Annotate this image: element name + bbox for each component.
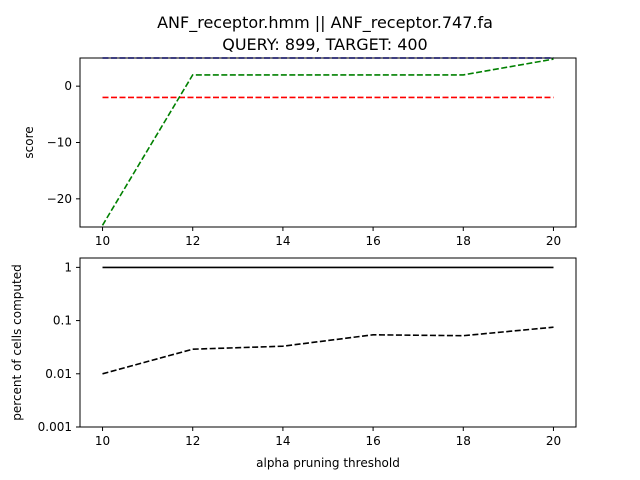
y-axis-label: percent of cells computed: [10, 264, 24, 420]
chart-title-line1: ANF_receptor.hmm || ANF_receptor.747.fa: [157, 13, 493, 33]
x-tick-label: 16: [365, 434, 380, 448]
series-line-2: [102, 326, 554, 375]
y-tick-label: 0.001: [38, 420, 72, 434]
cells-computed-panel: 10 12 14 16 18 20 1 0.1 0.01 0.001 percent of cell…: [10, 257, 577, 470]
plot-frame: [79, 57, 577, 228]
chart-title-line2: QUERY: 899, TARGET: 400: [222, 35, 427, 54]
x-tick-label: 10: [95, 234, 110, 248]
x-axis-label: alpha pruning threshold: [256, 456, 400, 470]
x-tick-label: 14: [275, 434, 290, 448]
x-tick-label: 12: [185, 434, 200, 448]
x-tick-label: 16: [365, 234, 380, 248]
x-tick-label: 10: [95, 434, 110, 448]
y-tick-label: 1: [64, 260, 72, 274]
x-tick-label: 20: [546, 434, 561, 448]
plot-frame: [79, 257, 577, 428]
x-tick-label: 18: [456, 434, 471, 448]
x-tick-label: 14: [275, 234, 290, 248]
y-tick-label: 0.01: [45, 367, 72, 381]
y-axis-label: score: [22, 126, 36, 158]
x-tick-label: 12: [185, 234, 200, 248]
score-panel: 10 12 14 16 18 20 0 −10 −20 score: [22, 57, 577, 248]
y-tick-label: −10: [47, 136, 72, 150]
series-line-3: [101, 58, 554, 226]
x-tick-label: 20: [546, 234, 561, 248]
y-tick-label: 0: [64, 79, 72, 93]
y-tick-label: −20: [47, 192, 72, 206]
y-tick-label: 0.1: [53, 314, 72, 328]
x-tick-label: 18: [456, 234, 471, 248]
